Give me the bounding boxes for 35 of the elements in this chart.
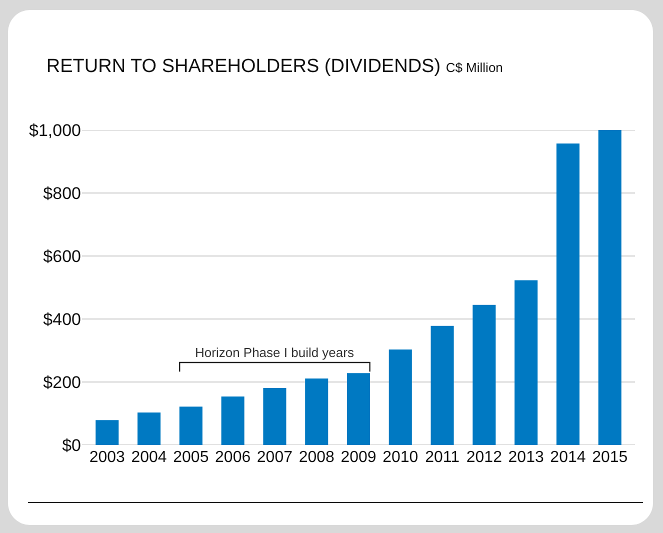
x-tick-label: 2014: [550, 449, 586, 466]
y-tick-label: $0: [62, 436, 81, 455]
bar: [221, 396, 244, 445]
bar: [96, 420, 119, 445]
bar: [263, 388, 286, 445]
bar: [346, 373, 370, 445]
x-tick-label: 2004: [131, 449, 167, 466]
annotation: Horizon Phase I build years: [195, 345, 354, 360]
x-tick-label: 2005: [173, 449, 209, 466]
x-tick-label: 2011: [425, 449, 460, 466]
y-tick-label: $400: [43, 310, 81, 329]
bar: [388, 350, 412, 445]
bar: [179, 406, 202, 445]
x-tick-label: 2010: [382, 449, 418, 466]
bar: [556, 144, 580, 445]
bar: [305, 378, 328, 445]
y-tick-label: $200: [43, 372, 81, 392]
y-tick-label: $800: [43, 184, 81, 203]
bar: [430, 326, 454, 445]
chart-subtitle: C$ Million: [446, 60, 503, 75]
x-tick-label: 2008: [298, 449, 335, 466]
bar: [514, 280, 538, 445]
x-tick-label: 2012: [466, 449, 502, 466]
x-tick-label: 2013: [508, 449, 544, 466]
bar: [138, 412, 161, 445]
x-tick-label: 2009: [340, 449, 376, 466]
x-tick-label: 2003: [89, 449, 126, 466]
x-tick-label: 2015: [592, 449, 628, 466]
bar: [472, 304, 496, 445]
y-tick-label: $600: [43, 246, 81, 266]
x-tick-label: 2006: [215, 449, 251, 466]
y-tick-label: $1,000: [29, 120, 81, 140]
bar: [598, 130, 622, 445]
chart-title: RETURN TO SHAREHOLDERS (DIVIDENDS): [46, 56, 441, 77]
x-tick-label: 2007: [256, 449, 293, 466]
